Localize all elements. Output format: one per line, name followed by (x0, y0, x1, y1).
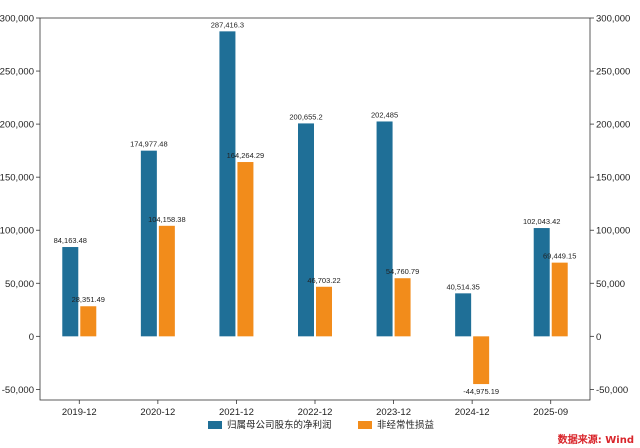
data-label-net-profit: 40,514.35 (446, 282, 479, 291)
data-label-non-recurring: 104,158.38 (148, 215, 186, 224)
data-labels: 84,163.48 28,351.49 174,977.48 104,158.38 28… (54, 20, 577, 396)
bar-non-recurring (551, 262, 568, 337)
bar-non-recurring (473, 336, 490, 385)
legend-label-net-profit: 归属母公司股东的净利润 (227, 419, 332, 431)
legend-swatch-non-recurring (358, 421, 372, 429)
y-tick-label-left: 0 (29, 332, 34, 343)
y-tick-label-left: -50,000 (2, 385, 34, 396)
bar-non-recurring (80, 306, 97, 337)
x-tick-label: 2021-12 (219, 407, 254, 418)
data-label-net-profit: 202,485 (371, 110, 398, 119)
data-label-net-profit: 102,043.42 (523, 217, 561, 226)
x-tick-label: 2023-12 (376, 407, 411, 418)
bars (62, 31, 568, 385)
legend: 归属母公司股东的净利润 非经常性损益 (208, 419, 435, 431)
data-label-net-profit: 287,416.3 (211, 20, 244, 29)
axes: -50,000 -50,000 0 0 50,000 50,000 100,000 100,0… (0, 14, 630, 419)
bar-net-profit (62, 247, 79, 337)
y-tick-label-left: 300,000 (0, 14, 34, 25)
data-label-non-recurring: -44,975.19 (463, 387, 499, 396)
x-tick-label: 2019-12 (62, 407, 97, 418)
data-label-net-profit: 200,655.2 (289, 112, 322, 121)
bar-net-profit (140, 150, 157, 337)
bar-net-profit (376, 121, 393, 337)
y-tick-label-left: 200,000 (0, 120, 34, 131)
y-tick-label-right: 300,000 (596, 14, 630, 25)
bar-non-recurring (158, 225, 175, 337)
data-label-non-recurring: 69,449.15 (543, 252, 576, 261)
source-note: 数据来源: Wind (558, 433, 634, 446)
y-tick-label-left: 100,000 (0, 226, 34, 237)
y-tick-label-right: 200,000 (596, 120, 630, 131)
x-tick-label: 2024-12 (455, 407, 490, 418)
data-label-non-recurring: 54,760.79 (386, 267, 419, 276)
bar-non-recurring (394, 278, 411, 337)
y-tick-label-left: 150,000 (0, 173, 34, 184)
data-label-non-recurring: 164,264.29 (227, 151, 265, 160)
bar-net-profit (533, 228, 550, 337)
y-tick-label-right: -50,000 (596, 385, 628, 396)
x-tick-label: 2025-09 (533, 407, 568, 418)
y-tick-label-right: 250,000 (596, 67, 630, 78)
y-tick-label-left: 50,000 (5, 279, 34, 290)
bar-non-recurring (316, 286, 332, 337)
bar-net-profit (298, 123, 314, 337)
y-tick-label-right: 150,000 (596, 173, 630, 184)
y-tick-label-right: 0 (596, 332, 601, 343)
y-tick-label-right: 50,000 (596, 279, 625, 290)
y-tick-label-left: 250,000 (0, 67, 34, 78)
data-label-net-profit: 84,163.48 (54, 236, 87, 245)
plot-frame (39, 17, 591, 401)
bar-non-recurring (237, 162, 254, 337)
x-tick-label: 2022-12 (298, 407, 333, 418)
x-tick-label: 2020-12 (140, 407, 175, 418)
data-label-non-recurring: 46,703.22 (307, 276, 340, 285)
y-tick-label-right: 100,000 (596, 226, 630, 237)
legend-label-non-recurring: 非经常性损益 (377, 419, 435, 431)
data-label-net-profit: 174,977.48 (130, 140, 168, 149)
legend-swatch-net-profit (208, 421, 222, 429)
data-label-non-recurring: 28,351.49 (72, 295, 105, 304)
bar-net-profit (219, 31, 236, 337)
bar-net-profit (455, 293, 472, 337)
